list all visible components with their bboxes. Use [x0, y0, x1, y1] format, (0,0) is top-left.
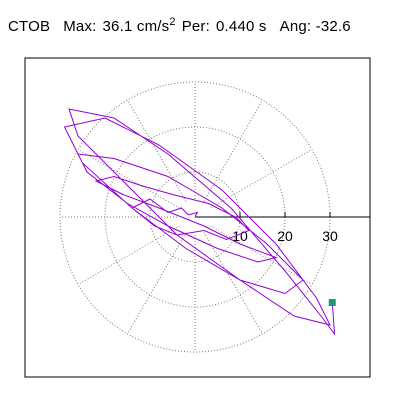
- max-unit: cm/s: [136, 18, 170, 35]
- ring-tick-labels: 10 20 30: [232, 228, 338, 244]
- grid-spoke: [77, 149, 180, 209]
- ring-tick-label: 20: [277, 228, 293, 244]
- max-label: Max:: [63, 18, 97, 35]
- period-label: Per:: [181, 18, 210, 35]
- max-unit-exponent: 2: [169, 16, 176, 28]
- grid-spoke: [77, 225, 180, 285]
- chart-title: CTOB Max: 36.1 cm/s2 Per: 0.440 s Ang: -32.6: [8, 16, 351, 36]
- grid-spoke: [210, 225, 313, 285]
- grid-spoke: [127, 99, 187, 202]
- grid-spoke: [203, 232, 263, 335]
- angle-label: Ang:: [279, 18, 312, 35]
- station-code: CTOB: [8, 18, 51, 35]
- grid-spoke: [210, 149, 313, 209]
- acceleration-trace: [63, 108, 336, 336]
- ring-tick-marks: [239, 212, 331, 217]
- angle-value: -32.6: [315, 18, 351, 35]
- period-value: 0.440 s: [216, 18, 267, 35]
- max-value: 36.1: [102, 18, 133, 35]
- ring-tick-label: 30: [322, 228, 338, 244]
- trace-end-marker: [328, 299, 336, 306]
- grid-spoke: [203, 99, 263, 202]
- grid-spoke: [127, 232, 187, 335]
